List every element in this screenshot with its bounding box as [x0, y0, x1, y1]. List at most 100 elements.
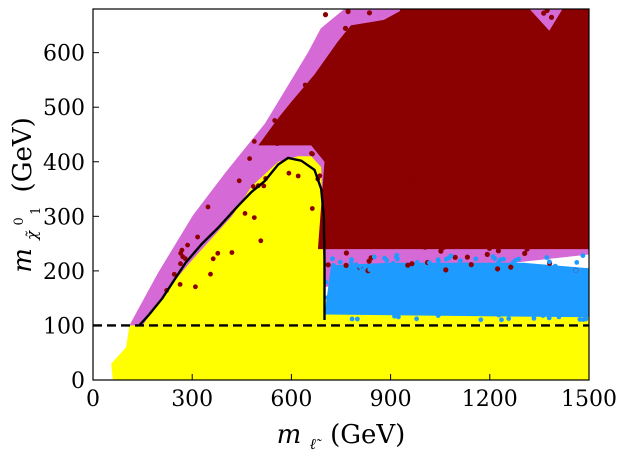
- scatter-point: [297, 93, 303, 99]
- scatter-point: [432, 282, 438, 287]
- scatter-point: [577, 59, 583, 65]
- scatter-point: [483, 167, 489, 173]
- scatter-point: [250, 184, 256, 189]
- scatter-point: [501, 311, 506, 317]
- scatter-point: [574, 218, 580, 224]
- scatter-point: [441, 153, 447, 159]
- scatter-point: [379, 308, 385, 313]
- scatter-point: [533, 290, 539, 295]
- scatter-point: [564, 309, 570, 315]
- scatter-point: [326, 62, 332, 68]
- scatter-point: [387, 286, 393, 291]
- scatter-point: [461, 157, 467, 164]
- scatter-point: [500, 190, 506, 196]
- scatter-point: [463, 50, 470, 56]
- scatter-point: [349, 257, 354, 263]
- scatter-points: [164, 9, 589, 323]
- scatter-point: [516, 285, 522, 291]
- scatter-point: [388, 144, 395, 150]
- scatter-point: [327, 187, 333, 193]
- scatter-point: [534, 160, 540, 166]
- scatter-point: [329, 277, 335, 283]
- scatter-point: [343, 250, 349, 256]
- scatter-point: [325, 262, 331, 268]
- scatter-point: [326, 220, 332, 226]
- scatter-point: [362, 65, 368, 72]
- scatter-point: [565, 106, 571, 112]
- scatter-point: [323, 174, 329, 180]
- scatter-point: [340, 177, 346, 182]
- scatter-point: [415, 274, 421, 280]
- scatter-point: [352, 153, 357, 159]
- scatter-point: [502, 98, 508, 105]
- scatter-point: [466, 181, 472, 187]
- scatter-point: [443, 302, 449, 308]
- scatter-point: [581, 293, 586, 299]
- x-tick-label: 1500: [561, 387, 617, 412]
- scatter-point: [544, 230, 551, 236]
- scatter-point: [325, 295, 330, 301]
- scatter-point: [400, 19, 407, 25]
- scatter-point: [496, 40, 502, 46]
- scatter-point: [178, 261, 183, 267]
- scatter-point: [335, 171, 341, 177]
- scatter-point: [322, 12, 329, 18]
- scatter-point: [541, 10, 547, 16]
- scatter-point: [325, 204, 331, 210]
- scatter-point: [488, 171, 494, 177]
- scatter-point: [464, 30, 470, 37]
- scatter-point: [295, 128, 301, 134]
- scatter-point: [518, 233, 524, 239]
- scatter-point: [583, 316, 589, 322]
- scatter-point: [348, 266, 354, 272]
- scatter-point: [526, 269, 532, 275]
- scatter-point: [474, 268, 480, 274]
- scatter-point: [564, 294, 570, 300]
- scatter-point: [344, 225, 350, 231]
- scatter-point: [472, 211, 478, 218]
- scatter-point: [575, 133, 581, 139]
- scatter-point: [295, 173, 301, 179]
- y-tick-label: 200: [43, 260, 85, 285]
- scatter-point: [337, 259, 343, 265]
- scatter-point: [414, 176, 421, 182]
- scatter-point: [195, 234, 201, 240]
- region-4: [142, 156, 325, 326]
- scatter-point: [413, 207, 419, 213]
- scatter-point: [568, 208, 574, 214]
- scatter-point: [427, 194, 433, 200]
- scatter-point: [394, 252, 400, 258]
- scatter-point: [446, 206, 452, 212]
- scatter-point: [556, 159, 562, 165]
- scatter-point: [337, 74, 344, 80]
- scatter-point: [579, 123, 585, 129]
- scatter-point: [392, 17, 398, 23]
- scatter-point: [351, 182, 357, 188]
- scatter-point: [524, 294, 529, 300]
- scatter-point: [404, 26, 410, 32]
- scatter-point: [436, 92, 442, 98]
- scatter-point: [344, 213, 350, 219]
- scatter-point: [371, 254, 377, 260]
- scatter-point: [551, 159, 557, 165]
- scatter-point: [334, 160, 340, 166]
- scatter-point: [383, 74, 389, 80]
- scatter-point: [483, 237, 489, 243]
- scatter-point: [486, 203, 492, 209]
- scatter-point: [576, 39, 582, 45]
- scatter-point: [445, 9, 451, 15]
- scatter-point: [511, 100, 517, 107]
- scatter-point: [578, 34, 584, 40]
- scatter-point: [177, 282, 183, 287]
- scatter-point: [251, 215, 257, 221]
- scatter-point: [193, 284, 198, 290]
- scatter-point: [501, 256, 506, 262]
- scatter-point: [579, 312, 585, 317]
- scatter-point: [541, 278, 547, 284]
- scatter-point: [443, 267, 449, 273]
- scatter-point: [279, 132, 284, 138]
- scatter-point: [375, 77, 381, 83]
- x-tick-label: 0: [86, 387, 100, 412]
- scatter-point: [367, 267, 373, 272]
- scatter-point: [559, 199, 565, 205]
